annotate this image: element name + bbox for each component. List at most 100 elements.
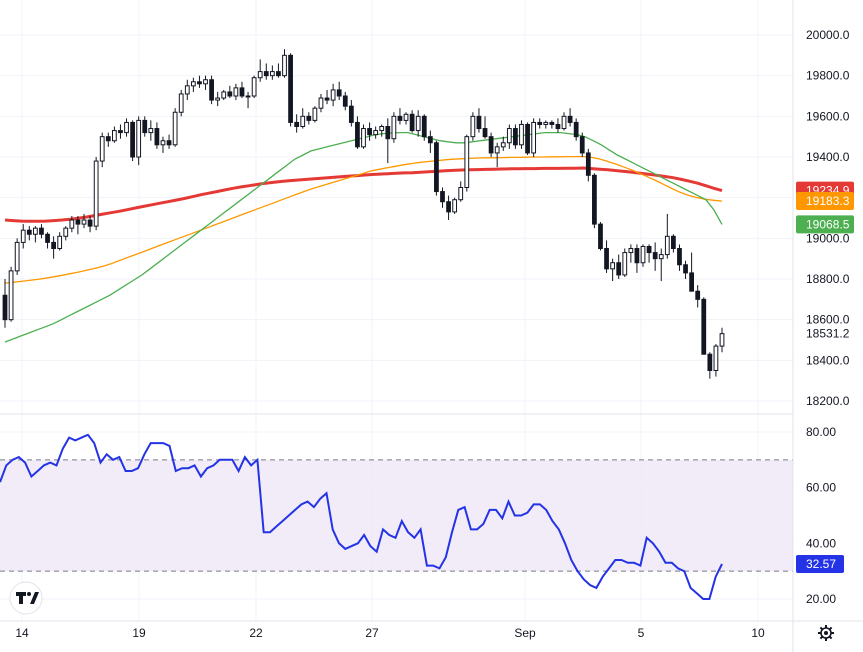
candle[interactable] (318, 93, 324, 113)
candle[interactable] (93, 157, 99, 231)
candle[interactable] (197, 75, 202, 88)
candle[interactable] (39, 224, 44, 239)
candle[interactable] (336, 81, 342, 101)
candle[interactable] (592, 173, 597, 229)
candle[interactable] (111, 126, 117, 143)
candle[interactable] (361, 124, 366, 149)
candle[interactable] (573, 118, 579, 141)
candle[interactable] (190, 77, 196, 92)
candle[interactable] (330, 83, 336, 107)
candle[interactable] (178, 89, 184, 117)
candle[interactable] (118, 124, 123, 139)
candle[interactable] (452, 197, 458, 214)
candle[interactable] (263, 63, 269, 80)
candle[interactable] (640, 244, 646, 267)
candle[interactable] (245, 91, 251, 109)
candle[interactable] (288, 53, 293, 127)
candle[interactable] (136, 116, 142, 166)
candle[interactable] (2, 279, 8, 328)
candle[interactable] (427, 130, 433, 153)
candle[interactable] (519, 120, 524, 149)
candle[interactable] (300, 108, 306, 129)
candle[interactable] (209, 75, 214, 105)
candle[interactable] (306, 112, 312, 125)
candle[interactable] (391, 112, 397, 143)
candle[interactable] (537, 118, 543, 129)
candle[interactable] (652, 242, 658, 271)
candle[interactable] (476, 108, 482, 133)
candle[interactable] (105, 132, 111, 147)
candle[interactable] (719, 327, 725, 353)
candle[interactable] (257, 59, 263, 82)
candle[interactable] (634, 244, 640, 273)
candle[interactable] (604, 240, 609, 273)
candle[interactable] (397, 108, 403, 125)
candle[interactable] (628, 244, 634, 263)
candle[interactable] (464, 134, 470, 192)
candle[interactable] (567, 108, 573, 127)
candle[interactable] (500, 136, 506, 151)
candle[interactable] (482, 116, 488, 139)
rsi-axis[interactable]: 80.00 60.00 40.00 20.00 (806, 425, 836, 606)
candle[interactable] (494, 142, 500, 168)
candle[interactable] (598, 222, 603, 251)
candle[interactable] (506, 124, 512, 149)
candle[interactable] (646, 244, 652, 263)
candle[interactable] (403, 112, 409, 125)
candle[interactable] (63, 226, 69, 241)
candle[interactable] (701, 297, 707, 355)
candle[interactable] (373, 126, 379, 139)
candle[interactable] (294, 114, 300, 133)
candle[interactable] (166, 134, 172, 149)
candle[interactable] (658, 248, 664, 282)
candle[interactable] (14, 238, 20, 275)
candle[interactable] (324, 89, 330, 105)
candle[interactable] (677, 244, 682, 271)
candle[interactable] (203, 75, 208, 90)
tradingview-logo-icon[interactable] (9, 581, 43, 615)
candle[interactable] (689, 252, 695, 292)
candle[interactable] (87, 215, 93, 233)
candle[interactable] (239, 81, 245, 99)
candle[interactable] (130, 120, 135, 162)
candle[interactable] (488, 132, 494, 157)
candle[interactable] (142, 116, 148, 137)
candle[interactable] (549, 120, 555, 129)
candle[interactable] (579, 132, 585, 157)
candle[interactable] (172, 108, 178, 147)
candle[interactable] (221, 89, 227, 101)
candle[interactable] (610, 258, 616, 282)
candle[interactable] (513, 124, 518, 149)
candle[interactable] (531, 118, 537, 157)
candle[interactable] (616, 254, 622, 279)
candle[interactable] (421, 114, 427, 141)
candle[interactable] (561, 112, 567, 131)
time-axis[interactable]: 14 19 22 27 Sep 5 10 (15, 626, 765, 640)
candle[interactable] (26, 226, 32, 241)
candle[interactable] (282, 49, 287, 78)
candle[interactable] (312, 106, 318, 123)
candle[interactable] (385, 118, 391, 164)
candle[interactable] (269, 65, 275, 80)
candle[interactable] (8, 266, 14, 322)
candle[interactable] (543, 120, 549, 129)
candle[interactable] (51, 236, 56, 259)
candle[interactable] (227, 85, 233, 99)
candle[interactable] (233, 83, 239, 101)
candle[interactable] (664, 213, 670, 259)
candle[interactable] (276, 63, 281, 78)
candle[interactable] (440, 187, 445, 208)
candle[interactable] (57, 232, 63, 251)
candle[interactable] (75, 215, 81, 235)
candle[interactable] (409, 110, 415, 133)
candle[interactable] (355, 116, 360, 149)
candle[interactable] (671, 234, 676, 253)
candle[interactable] (45, 232, 50, 249)
candle[interactable] (707, 352, 713, 379)
candle[interactable] (713, 344, 719, 377)
candlesticks[interactable] (2, 49, 725, 379)
candle[interactable] (348, 100, 354, 127)
gear-icon[interactable] (818, 625, 834, 641)
candle[interactable] (69, 215, 75, 233)
candle[interactable] (434, 140, 439, 196)
